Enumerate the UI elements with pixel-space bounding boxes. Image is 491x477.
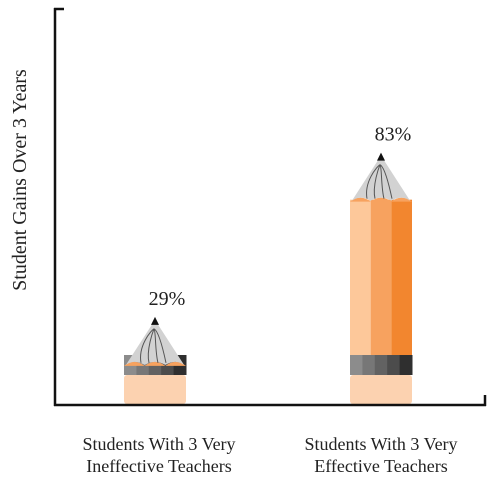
category-label-line-1: Students With 3 Very: [304, 434, 458, 454]
pencil-grain-curl: [379, 164, 385, 199]
pencil-grain-curl: [147, 328, 155, 363]
pencil-lead-tip: [151, 316, 159, 325]
pencil-grain-curl: [379, 164, 393, 199]
pencil-ferrule-band: [387, 355, 401, 375]
pencil-eraser: [350, 375, 412, 404]
bars-group: 29% 83%: [124, 124, 413, 404]
pencil-body-stripe: [370, 199, 392, 355]
pencil-ferrule-band: [350, 355, 363, 375]
category-label-line-2: Ineffective Teachers: [86, 456, 232, 476]
pencil-eraser: [124, 375, 186, 404]
pencil-tip-cone: [126, 319, 184, 365]
pencil-grain-curl: [140, 328, 155, 363]
y-axis-label: Student Gains Over 3 Years: [9, 69, 31, 291]
data-label: 83%: [375, 124, 412, 146]
pencil-body-stripe: [350, 199, 371, 355]
y-axis-label-group: Student Gains Over 3 Years: [9, 69, 31, 291]
data-label: 29%: [149, 288, 186, 310]
pencil-lead-tip: [377, 152, 385, 161]
pencil-grain-curl: [153, 328, 159, 363]
pencil-ferrule-band: [362, 355, 376, 375]
pencil-grain-curl: [153, 328, 167, 363]
category-label-line-1: Students With 3 Very: [82, 434, 236, 454]
category-label-line-2: Effective Teachers: [314, 456, 448, 476]
pencil-ferrule-band: [399, 355, 413, 375]
pencil-ferrule-band: [374, 355, 388, 375]
category-label-ineffective: Students With 3 Very Ineffective Teacher…: [44, 433, 274, 477]
pencil-body-stripe: [391, 199, 412, 355]
pencil-scallop: [124, 361, 186, 366]
pencil-grain-curl: [373, 164, 381, 199]
pencil-tip-cone: [352, 155, 410, 201]
category-label-effective: Students With 3 Very Effective Teachers: [266, 433, 491, 477]
pencil-scallop: [350, 197, 412, 202]
pencil-grain-curl: [366, 164, 381, 199]
